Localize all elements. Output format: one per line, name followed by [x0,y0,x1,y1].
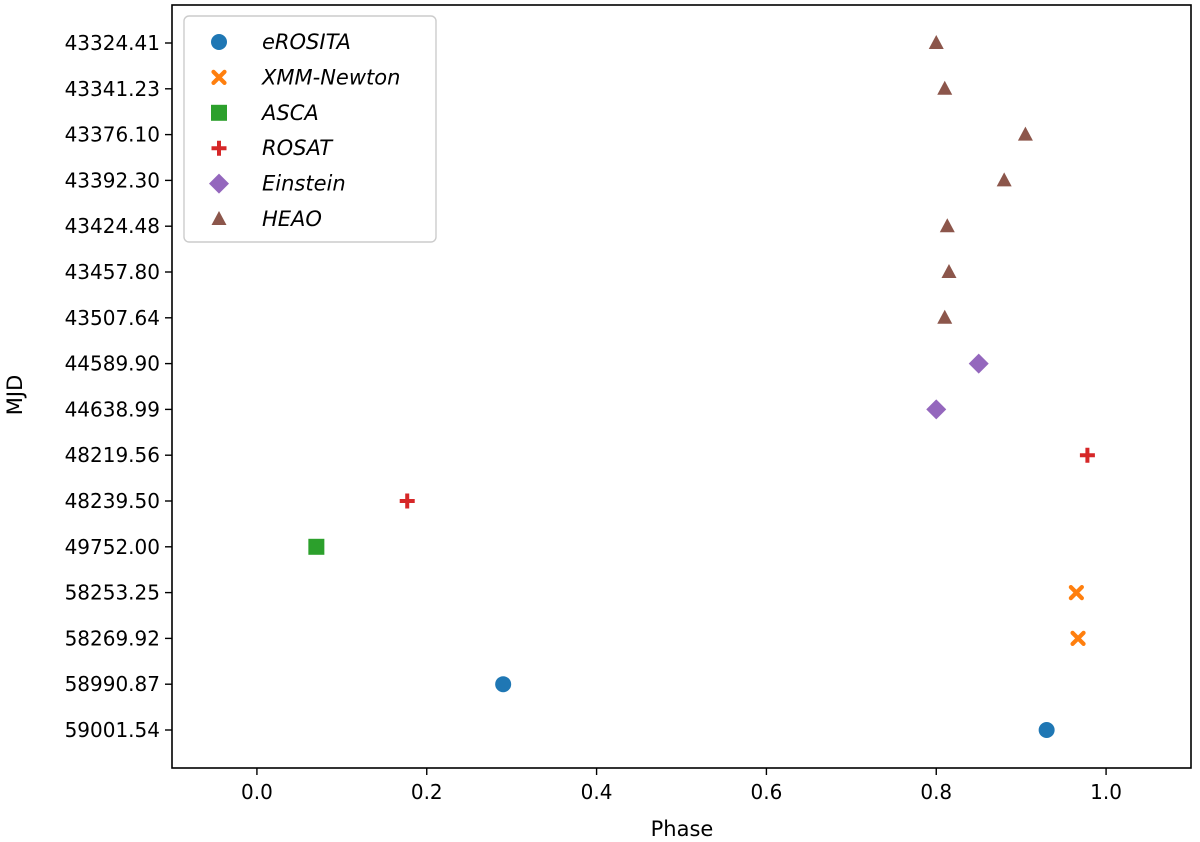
y-tick-label: 43392.30 [65,168,160,192]
y-tick-label: 43507.64 [65,306,160,330]
data-point [941,264,957,278]
y-tick-label: 43324.41 [65,31,160,55]
x-tick-label: 0.0 [241,780,273,804]
y-tick-label: 49752.00 [65,535,160,559]
data-point [968,353,989,374]
legend: eROSITA XMM-Newton ASCA ROSAT Einstein HEAO [183,15,437,243]
y-tick-label: 59001.54 [65,718,160,742]
data-point [308,538,325,555]
legend-label: ASCA [260,101,319,125]
data-point [937,80,953,95]
y-tick-label: 48219.56 [65,443,160,467]
legend-box [183,15,437,243]
y-tick-label: 48239.50 [65,489,160,513]
data-point [926,399,947,420]
x-tick-label: 0.2 [411,780,443,804]
data-point [996,172,1012,187]
legend-marker [211,140,227,156]
data-point [495,676,512,693]
legend-label: XMM-Newton [261,65,400,89]
x-axis-label: Phase [651,817,714,841]
y-tick-label: 44589.90 [65,352,160,376]
legend-marker [209,173,229,194]
data-point [937,309,953,324]
x-tick-label: 1.0 [1090,780,1122,804]
y-tick-label: 58269.92 [65,626,160,650]
y-tick-label: 43341.23 [65,77,160,101]
data-point [1079,447,1095,463]
data-point [1038,722,1055,738]
data-point [399,493,415,509]
legend-label: eROSITA [262,30,351,54]
legend-label: Einstein [262,172,346,196]
x-tick-label: 0.8 [920,780,952,804]
x-axis: 0.0 0.2 0.4 0.6 0.8 1.0 [241,768,1122,804]
data-point [928,35,944,49]
y-tick-label: 43376.10 [65,123,160,147]
y-tick-label: 58990.87 [65,672,160,696]
data-point [1070,630,1086,646]
x-tick-label: 0.4 [581,780,613,804]
legend-marker [211,69,227,85]
legend-label: HEAO [262,207,322,231]
plot-frame [171,4,1192,769]
legend-marker [211,211,227,225]
data-points [308,35,1095,738]
data-point [939,218,955,233]
y-tick-label: 43457.80 [65,260,160,284]
y-axis: 43324.41 43341.23 43376.10 43392.30 43424.48… [65,31,172,742]
legend-marker [211,34,227,50]
legend-marker [211,104,227,121]
legend-label: ROSAT [262,136,334,160]
y-tick-label: 44638.99 [65,397,160,421]
y-axis-label: MJD [3,375,27,415]
x-tick-label: 0.6 [751,780,783,804]
data-point [1068,585,1084,601]
y-tick-label: 43424.48 [65,214,160,238]
y-tick-label: 58253.25 [65,581,160,605]
data-point [1017,126,1033,141]
